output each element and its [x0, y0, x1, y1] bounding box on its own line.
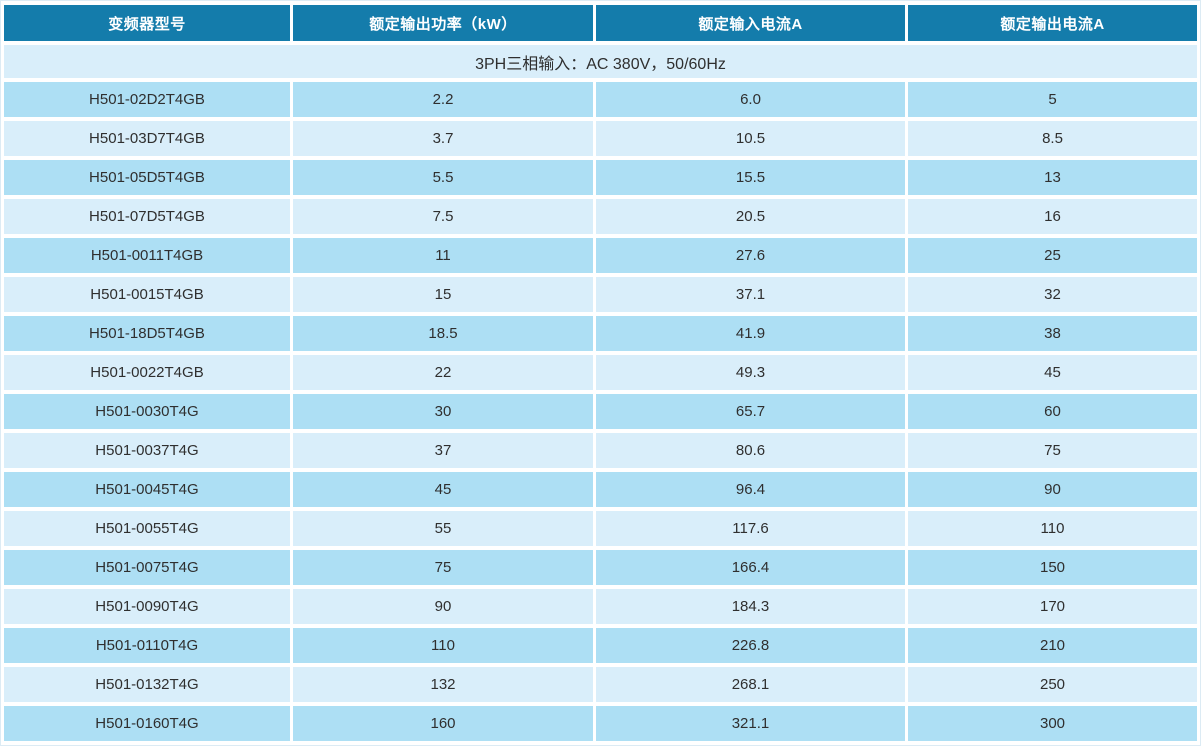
- cell-rated-input-current: 166.4: [596, 550, 905, 585]
- table-row: H501-0037T4G 37 80.6 75: [4, 433, 1197, 468]
- cell-rated-input-current: 184.3: [596, 589, 905, 624]
- cell-rated-output-current: 45: [908, 355, 1197, 390]
- cell-rated-input-current: 15.5: [596, 160, 905, 195]
- cell-rated-input-current: 80.6: [596, 433, 905, 468]
- table-row: H501-02D2T4GB 2.2 6.0 5: [4, 82, 1197, 117]
- cell-rated-output-current: 300: [908, 706, 1197, 741]
- header-row: 变频器型号 额定输出功率（kW） 额定输入电流A 额定输出电流A: [4, 5, 1197, 41]
- cell-rated-output-power: 45: [293, 472, 593, 507]
- cell-rated-output-current: 150: [908, 550, 1197, 585]
- cell-rated-input-current: 117.6: [596, 511, 905, 546]
- table-row: H501-0045T4G 45 96.4 90: [4, 472, 1197, 507]
- cell-rated-output-current: 8.5: [908, 121, 1197, 156]
- table-row: H501-0011T4GB 11 27.6 25: [4, 238, 1197, 273]
- cell-rated-input-current: 65.7: [596, 394, 905, 429]
- column-header-rated-output-power: 额定输出功率（kW）: [293, 5, 593, 41]
- cell-rated-input-current: 49.3: [596, 355, 905, 390]
- cell-model: H501-0022T4GB: [4, 355, 290, 390]
- table-row: H501-0110T4G 110 226.8 210: [4, 628, 1197, 663]
- cell-rated-output-current: 60: [908, 394, 1197, 429]
- table-row: H501-18D5T4GB 18.5 41.9 38: [4, 316, 1197, 351]
- cell-model: H501-02D2T4GB: [4, 82, 290, 117]
- cell-model: H501-05D5T4GB: [4, 160, 290, 195]
- table-row: H501-0022T4GB 22 49.3 45: [4, 355, 1197, 390]
- cell-rated-output-power: 5.5: [293, 160, 593, 195]
- cell-model: H501-0045T4G: [4, 472, 290, 507]
- column-header-model: 变频器型号: [4, 5, 290, 41]
- cell-model: H501-0015T4GB: [4, 277, 290, 312]
- cell-rated-input-current: 20.5: [596, 199, 905, 234]
- cell-model: H501-0160T4G: [4, 706, 290, 741]
- cell-rated-output-current: 25: [908, 238, 1197, 273]
- column-header-rated-input-current: 额定输入电流A: [596, 5, 905, 41]
- cell-rated-output-current: 16: [908, 199, 1197, 234]
- cell-model: H501-03D7T4GB: [4, 121, 290, 156]
- table-row: H501-0030T4G 30 65.7 60: [4, 394, 1197, 429]
- cell-rated-output-power: 160: [293, 706, 593, 741]
- table-row: H501-0075T4G 75 166.4 150: [4, 550, 1197, 585]
- cell-model: H501-07D5T4GB: [4, 199, 290, 234]
- table-body: 3PH三相输入：AC 380V，50/60Hz H501-02D2T4GB 2.2…: [4, 45, 1197, 741]
- table-row: H501-03D7T4GB 3.7 10.5 8.5: [4, 121, 1197, 156]
- cell-rated-output-power: 110: [293, 628, 593, 663]
- cell-rated-output-power: 30: [293, 394, 593, 429]
- table-row: H501-0055T4G 55 117.6 110: [4, 511, 1197, 546]
- cell-rated-output-current: 210: [908, 628, 1197, 663]
- table-row: H501-0090T4G 90 184.3 170: [4, 589, 1197, 624]
- cell-rated-input-current: 37.1: [596, 277, 905, 312]
- cell-rated-input-current: 268.1: [596, 667, 905, 702]
- cell-model: H501-0011T4GB: [4, 238, 290, 273]
- cell-rated-output-power: 2.2: [293, 82, 593, 117]
- cell-rated-output-power: 37: [293, 433, 593, 468]
- cell-rated-output-current: 90: [908, 472, 1197, 507]
- cell-rated-input-current: 41.9: [596, 316, 905, 351]
- group-header-3ph-input: 3PH三相输入：AC 380V，50/60Hz: [4, 45, 1197, 78]
- cell-rated-output-current: 32: [908, 277, 1197, 312]
- cell-rated-input-current: 321.1: [596, 706, 905, 741]
- cell-rated-input-current: 226.8: [596, 628, 905, 663]
- cell-rated-output-current: 5: [908, 82, 1197, 117]
- table-row: H501-05D5T4GB 5.5 15.5 13: [4, 160, 1197, 195]
- cell-rated-output-power: 3.7: [293, 121, 593, 156]
- cell-rated-output-power: 90: [293, 589, 593, 624]
- cell-rated-input-current: 10.5: [596, 121, 905, 156]
- table-header: 变频器型号 额定输出功率（kW） 额定输入电流A 额定输出电流A: [4, 5, 1197, 41]
- cell-rated-input-current: 27.6: [596, 238, 905, 273]
- cell-rated-output-power: 22: [293, 355, 593, 390]
- cell-rated-output-current: 13: [908, 160, 1197, 195]
- cell-rated-output-current: 250: [908, 667, 1197, 702]
- cell-model: H501-0110T4G: [4, 628, 290, 663]
- table-row: H501-0132T4G 132 268.1 250: [4, 667, 1197, 702]
- cell-rated-output-current: 110: [908, 511, 1197, 546]
- cell-model: H501-0090T4G: [4, 589, 290, 624]
- column-header-rated-output-current: 额定输出电流A: [908, 5, 1197, 41]
- cell-model: H501-0132T4G: [4, 667, 290, 702]
- cell-rated-output-power: 11: [293, 238, 593, 273]
- cell-rated-output-power: 55: [293, 511, 593, 546]
- cell-rated-output-power: 7.5: [293, 199, 593, 234]
- cell-rated-output-power: 75: [293, 550, 593, 585]
- cell-model: H501-0075T4G: [4, 550, 290, 585]
- table-row: H501-0015T4GB 15 37.1 32: [4, 277, 1197, 312]
- cell-model: H501-0037T4G: [4, 433, 290, 468]
- cell-model: H501-0055T4G: [4, 511, 290, 546]
- cell-rated-output-power: 18.5: [293, 316, 593, 351]
- cell-model: H501-18D5T4GB: [4, 316, 290, 351]
- cell-model: H501-0030T4G: [4, 394, 290, 429]
- cell-rated-output-power: 15: [293, 277, 593, 312]
- cell-rated-output-current: 38: [908, 316, 1197, 351]
- cell-rated-output-power: 132: [293, 667, 593, 702]
- cell-rated-output-current: 170: [908, 589, 1197, 624]
- table-row: H501-0160T4G 160 321.1 300: [4, 706, 1197, 741]
- cell-rated-input-current: 6.0: [596, 82, 905, 117]
- table-row: H501-07D5T4GB 7.5 20.5 16: [4, 199, 1197, 234]
- cell-rated-input-current: 96.4: [596, 472, 905, 507]
- group-header-row: 3PH三相输入：AC 380V，50/60Hz: [4, 45, 1197, 78]
- cell-rated-output-current: 75: [908, 433, 1197, 468]
